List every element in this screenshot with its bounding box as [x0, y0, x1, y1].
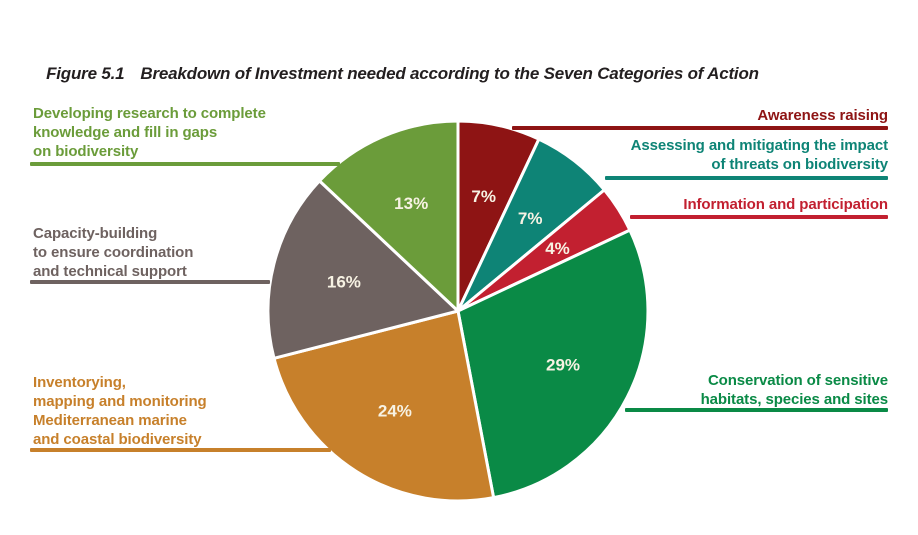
leader-line-capacity-building: [30, 280, 270, 284]
callout-information-participation: Information and participation: [683, 195, 888, 214]
callout-label: Capacity-building to ensure coordination a…: [33, 225, 194, 280]
pie-value-label-information-participation: 4%: [545, 239, 570, 258]
pie-value-label-inventorying-mapping: 24%: [378, 402, 412, 421]
callout-capacity-building: Capacity-building to ensure coordination a…: [33, 224, 193, 281]
pie-value-label-assessing-threats: 7%: [518, 209, 543, 228]
leader-line-developing-research: [30, 162, 340, 166]
leader-line-conservation-habitats: [625, 408, 888, 412]
pie-slice-capacity-building: [266, 179, 460, 360]
leader-line-inventorying-mapping: [30, 448, 331, 452]
pie-slice-developing-research: [318, 119, 460, 313]
figure-title: Figure 5.1 Breakdown of Investment needed…: [28, 44, 759, 104]
callout-inventorying-mapping: Inventorying, mapping and monitoring Medit…: [33, 373, 207, 449]
pie-slice-conservation-habitats: [456, 228, 650, 500]
pie-value-label-awareness-raising: 7%: [471, 187, 496, 206]
callout-label: Developing research to complete knowledge…: [33, 105, 266, 160]
callout-developing-research: Developing research to complete knowledge…: [33, 104, 266, 161]
pie-slice-inventorying-mapping: [272, 309, 496, 503]
callout-label: Information and participation: [683, 196, 888, 213]
callout-label: Conservation of sensitive habitats, speci…: [700, 372, 888, 408]
callout-assessing-threats: Assessing and mitigating the impact of th…: [631, 136, 888, 174]
leader-line-awareness-raising: [512, 126, 888, 130]
pie-value-label-developing-research: 13%: [394, 194, 428, 213]
pie-value-label-capacity-building: 16%: [327, 273, 361, 292]
callout-awareness-raising: Awareness raising: [757, 106, 888, 125]
leader-line-information-participation: [630, 215, 888, 219]
figure-title-text: Breakdown of Investment needed according…: [140, 64, 759, 83]
callout-label: Inventorying, mapping and monitoring Medit…: [33, 374, 207, 448]
callout-label: Awareness raising: [757, 107, 888, 124]
callout-conservation-habitats: Conservation of sensitive habitats, speci…: [701, 371, 888, 409]
leader-line-assessing-threats: [605, 176, 888, 180]
figure-number: Figure 5.1: [46, 64, 125, 83]
pie-value-label-conservation-habitats: 29%: [546, 356, 580, 375]
callout-label: Assessing and mitigating the impact of th…: [630, 137, 888, 173]
